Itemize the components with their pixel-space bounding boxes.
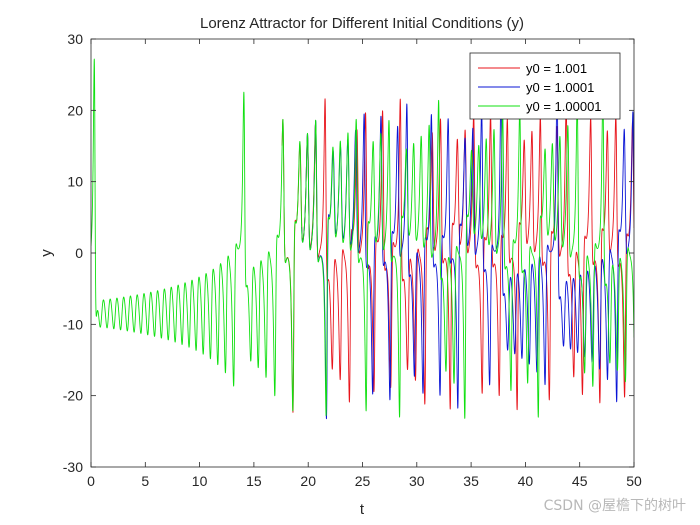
- x-tick-label: 30: [409, 473, 425, 489]
- legend-label-2: y0 = 1.0001: [526, 80, 594, 95]
- x-tick-label: 25: [355, 473, 371, 489]
- y-tick-label: -30: [63, 459, 83, 475]
- x-tick-label: 35: [463, 473, 479, 489]
- y-tick-label: 30: [67, 31, 83, 47]
- x-tick-label: 15: [246, 473, 262, 489]
- x-tick-label: 45: [572, 473, 588, 489]
- legend: y0 = 1.001 y0 = 1.0001 y0 = 1.00001: [469, 52, 621, 120]
- y-tick-label: -20: [63, 388, 83, 404]
- y-tick-label: 0: [75, 245, 83, 261]
- legend-label-3: y0 = 1.00001: [526, 99, 602, 114]
- y-axis-label: y: [38, 249, 55, 257]
- x-tick-label: 40: [518, 473, 534, 489]
- series-layer: [91, 58, 634, 420]
- legend-box: [469, 52, 621, 120]
- series-line-2: [301, 78, 634, 420]
- chart-title: Lorenz Attractor for Different Initial C…: [200, 15, 524, 32]
- y-tick-label: -10: [63, 316, 83, 332]
- x-tick-label: 50: [626, 473, 642, 489]
- x-axis-label: t: [360, 501, 365, 518]
- x-tick-label: 20: [300, 473, 316, 489]
- x-tick-label: 10: [192, 473, 208, 489]
- y-tick-label: 10: [67, 174, 83, 190]
- axes-layer: 0 5 10 15 20 25 30 35 40 45 50 -30 -20 -10 0 10 20 30: [63, 31, 642, 489]
- x-tick-label: 0: [87, 473, 95, 489]
- legend-label-1: y0 = 1.001: [526, 61, 587, 76]
- y-tick-label: 20: [67, 102, 83, 118]
- series-line-1: [281, 98, 634, 413]
- watermark: CSDN @屋檐下的树叶: [543, 498, 686, 514]
- series-line-3: [91, 58, 634, 419]
- x-tick-label: 5: [141, 473, 149, 489]
